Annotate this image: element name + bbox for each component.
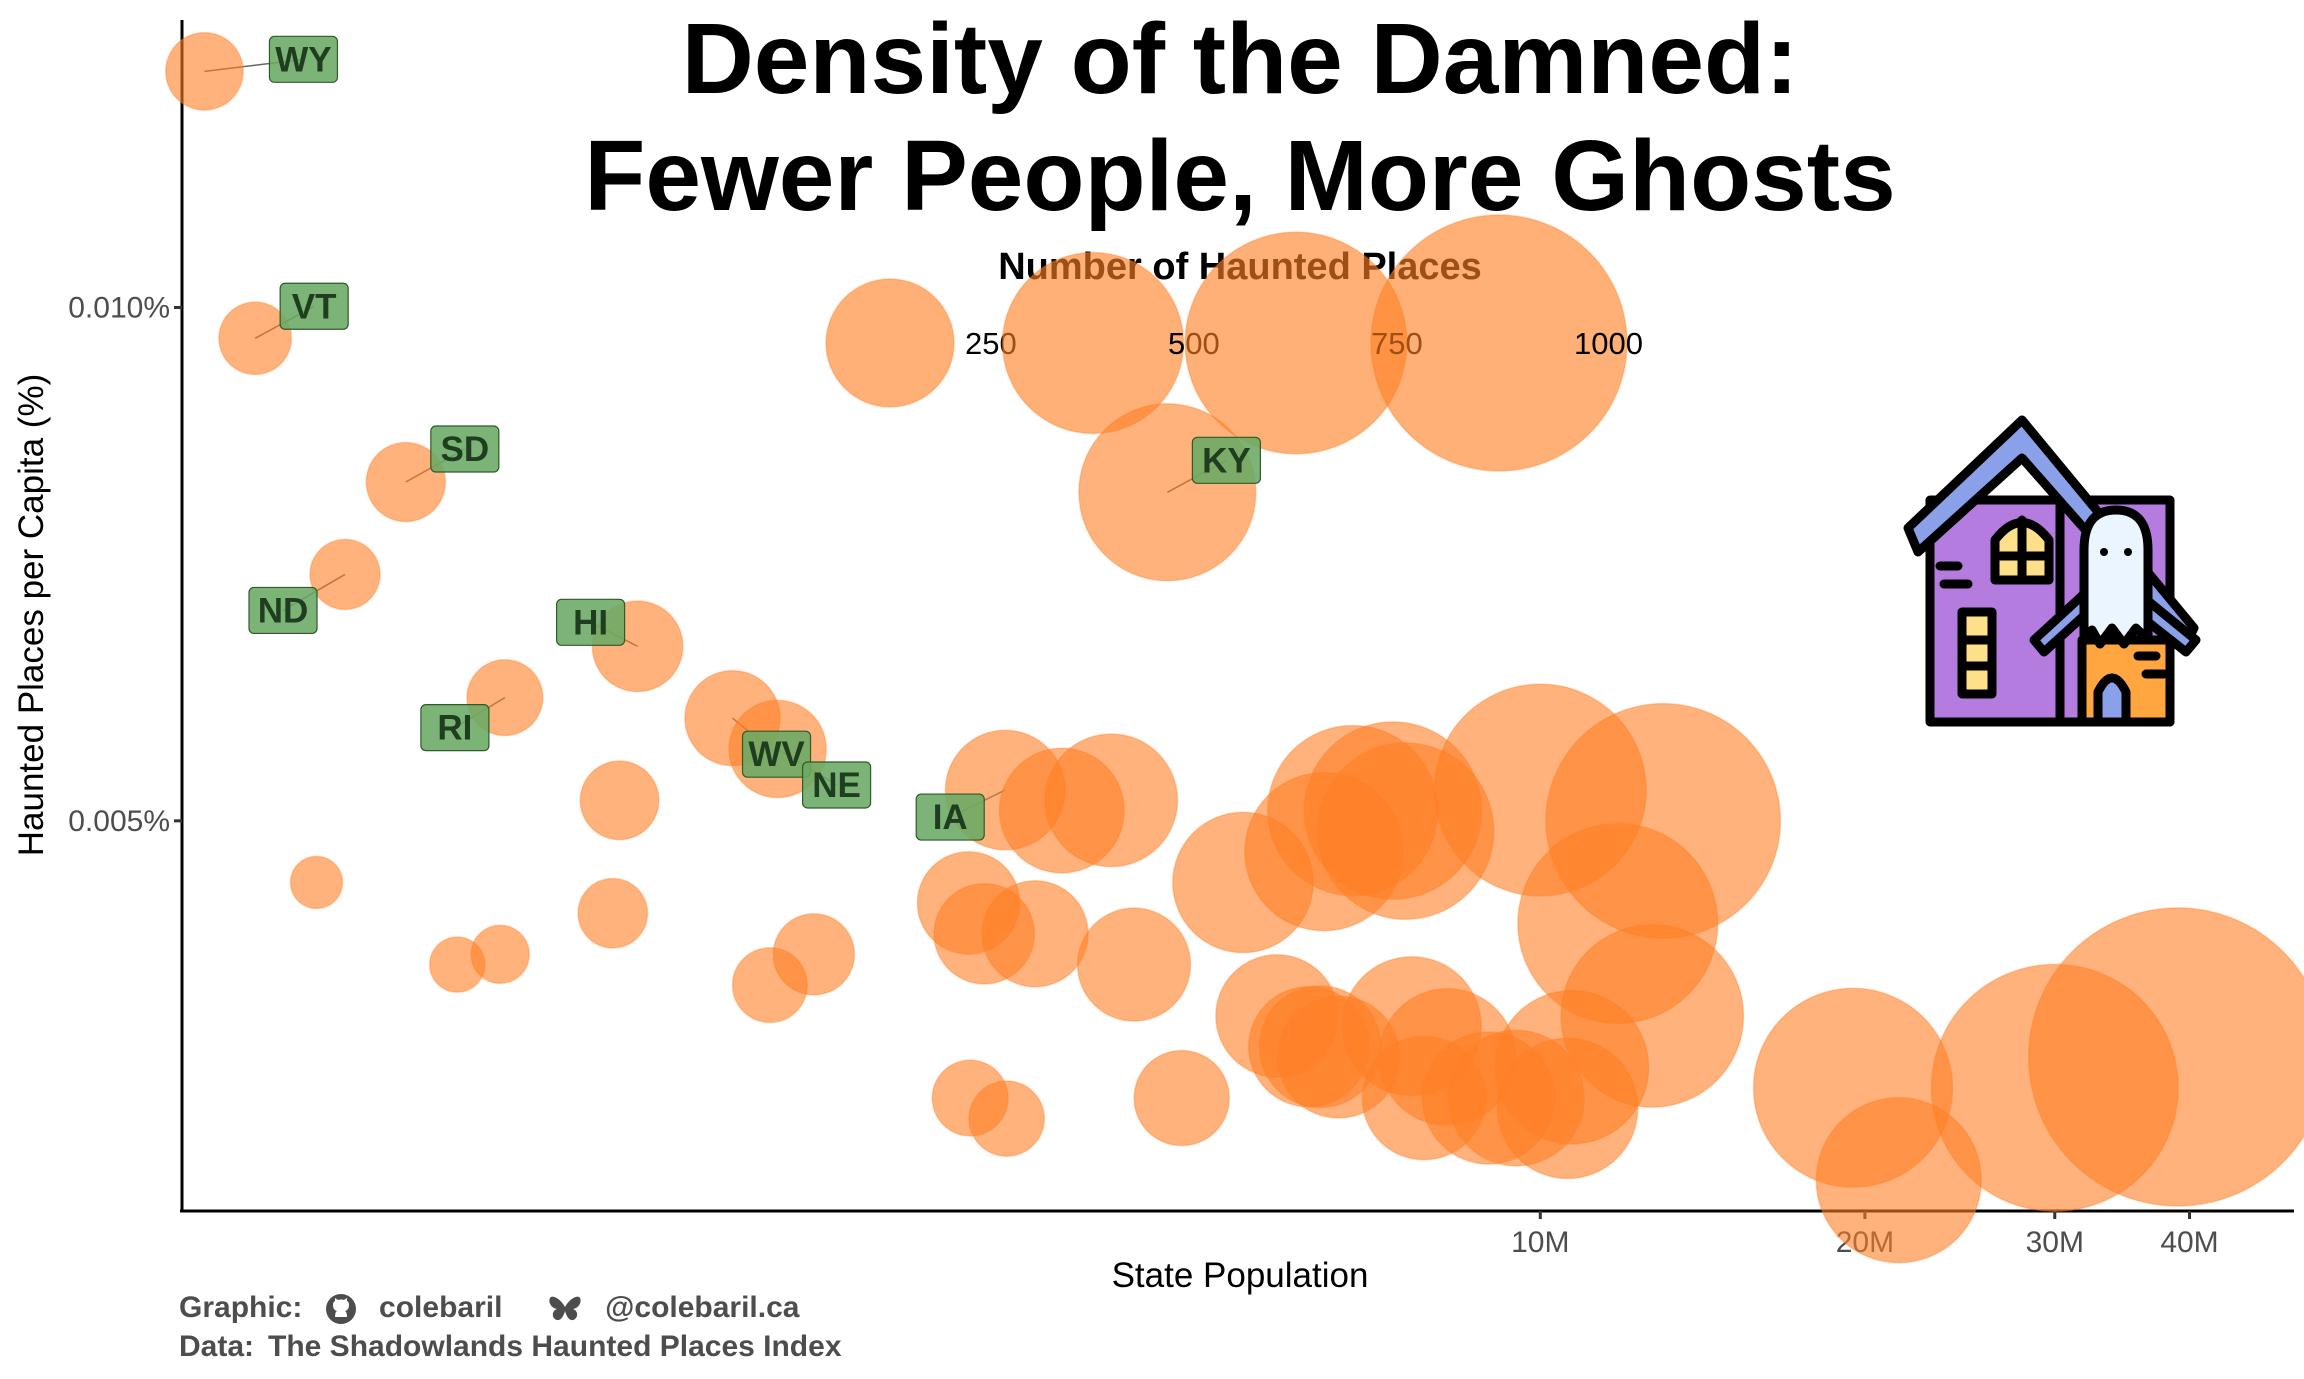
data-point [577, 877, 649, 949]
graphic-label: Graphic: [179, 1291, 303, 1324]
data-source-2: Haunted Places Index [531, 1330, 842, 1363]
state-label-sd: SD [441, 430, 490, 469]
state-label-ky: KY [1202, 441, 1251, 480]
data-source-1: The Shadowlands [268, 1330, 524, 1363]
legend-size-label: 1000 [1574, 326, 1643, 361]
size-legend: Number of Haunted Places 2505007501000 [825, 214, 1643, 472]
data-point [579, 760, 660, 841]
butterfly-icon [549, 1296, 581, 1321]
label-box-ia [915, 793, 985, 841]
data-point [1247, 985, 1370, 1108]
legend-items: 2505007501000 [825, 214, 1643, 472]
state-label-ne: NE [812, 766, 861, 805]
x-axis-label: State Population [1112, 1256, 1369, 1295]
data-point [1133, 1049, 1231, 1147]
point-sd [365, 441, 447, 523]
label-box-hi [555, 598, 626, 646]
y-tick-label: 0.010% [68, 291, 170, 324]
label-box-sd [430, 425, 500, 473]
legend-size-circle [825, 278, 955, 408]
legend-size-circle [1370, 214, 1628, 472]
data-point [428, 936, 486, 993]
haunted-house-icon [1903, 415, 2201, 727]
bluesky-handle: @colebaril.ca [605, 1291, 800, 1324]
label-box-wv [741, 730, 812, 778]
label-box-ky [1191, 436, 1261, 484]
data-point [1076, 907, 1192, 1022]
caption-graphic: Graphic: colebaril @colebaril.ca [179, 1291, 799, 1325]
point-nd [309, 538, 381, 611]
data-label: Data: [179, 1330, 255, 1363]
state-label-nd: ND [258, 591, 309, 630]
label-box-ri [420, 704, 490, 752]
label-box-vt [279, 282, 349, 330]
data-point [968, 1080, 1046, 1157]
label-box-ne [801, 761, 872, 809]
state-label-wy: WY [275, 40, 331, 79]
x-tick-label: 40M [2160, 1226, 2218, 1259]
state-label-ia: IA [933, 798, 968, 837]
state-label-vt: VT [292, 287, 337, 326]
data-point [289, 855, 344, 910]
y-tick-label: 0.005% [68, 805, 170, 838]
caption-data: Data: The Shadowlands Haunted Places Inde… [179, 1330, 842, 1364]
y-axis-label: Haunted Places per Capita (%) [12, 374, 51, 856]
point-vt [218, 301, 293, 376]
label-box-wy [268, 35, 339, 83]
legend-size-circle [1001, 251, 1185, 435]
x-tick-label: 10M [1511, 1226, 1569, 1259]
point-ky [1078, 403, 1257, 582]
data-point [933, 882, 1036, 985]
state-label-hi: HI [573, 603, 608, 642]
state-label-ri: RI [437, 709, 472, 748]
chart-title-line-2: Fewer People, More Ghosts [584, 120, 1895, 232]
data-point [1172, 811, 1314, 954]
y-axis-ticks: 0.005% 0.010% [68, 291, 182, 838]
state-label-wv: WV [748, 735, 805, 774]
point-wy [164, 31, 244, 111]
github-icon [325, 1294, 356, 1325]
data-point [1815, 1096, 1983, 1264]
label-box-nd [248, 586, 318, 635]
data-points [164, 31, 2304, 1264]
x-tick-label: 30M [2026, 1226, 2084, 1259]
github-handle: colebaril [379, 1291, 503, 1324]
chart-title-line-1: Density of the Damned: [682, 3, 1799, 115]
data-point [731, 947, 809, 1024]
